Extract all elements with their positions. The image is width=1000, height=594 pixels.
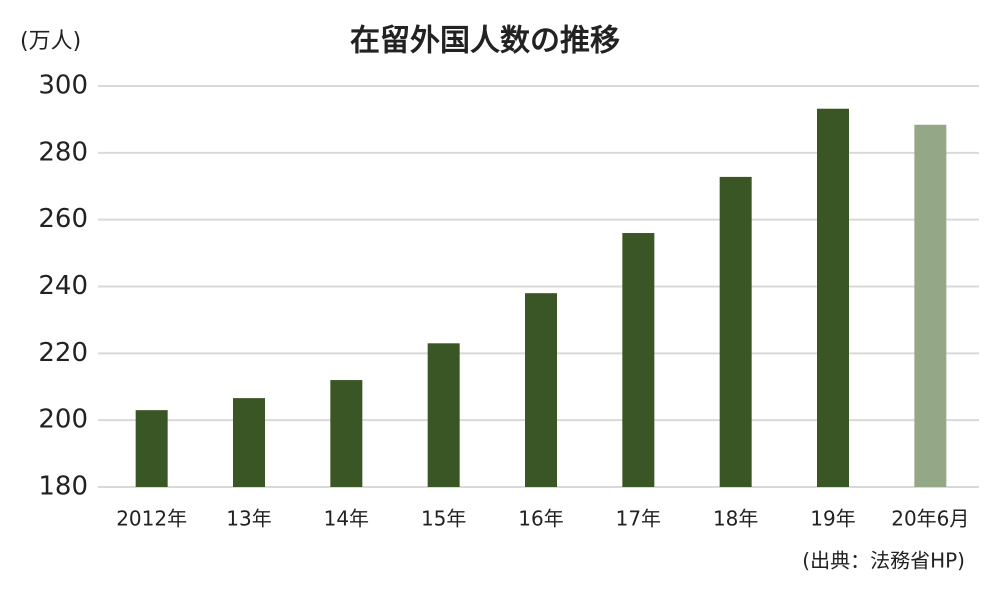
bar — [719, 176, 752, 488]
y-tick-label: 240 — [38, 271, 88, 301]
bar — [525, 293, 557, 487]
bar — [135, 410, 168, 487]
chart-title: 在留外国人数の推移 — [350, 24, 620, 59]
bar — [817, 108, 849, 488]
x-tick-label: 13年 — [226, 507, 271, 531]
bar — [330, 380, 363, 487]
y-tick-label: 280 — [38, 137, 88, 167]
x-tick-label: 15年 — [421, 507, 466, 531]
bar — [427, 343, 460, 487]
y-tick-label: 180 — [38, 472, 88, 502]
source-note: (出典：法務省HP) — [802, 549, 965, 573]
x-tick-label: 19年 — [810, 507, 855, 531]
bar — [622, 233, 655, 487]
x-tick-label: 18年 — [713, 507, 758, 531]
y-tick-label: 300 — [38, 71, 88, 101]
x-tick-label: 14年 — [324, 507, 369, 531]
x-tick-label: 2012年 — [116, 507, 187, 531]
x-tick-label: 17年 — [616, 507, 661, 531]
bar — [914, 124, 947, 487]
y-tick-label: 220 — [38, 338, 88, 368]
x-tick-label: 20年6月 — [891, 507, 969, 531]
x-tick-label: 16年 — [518, 507, 563, 531]
y-unit: (万人) — [20, 29, 81, 54]
y-tick-label: 200 — [38, 405, 88, 435]
bar — [233, 398, 265, 487]
y-tick-label: 260 — [38, 204, 88, 234]
